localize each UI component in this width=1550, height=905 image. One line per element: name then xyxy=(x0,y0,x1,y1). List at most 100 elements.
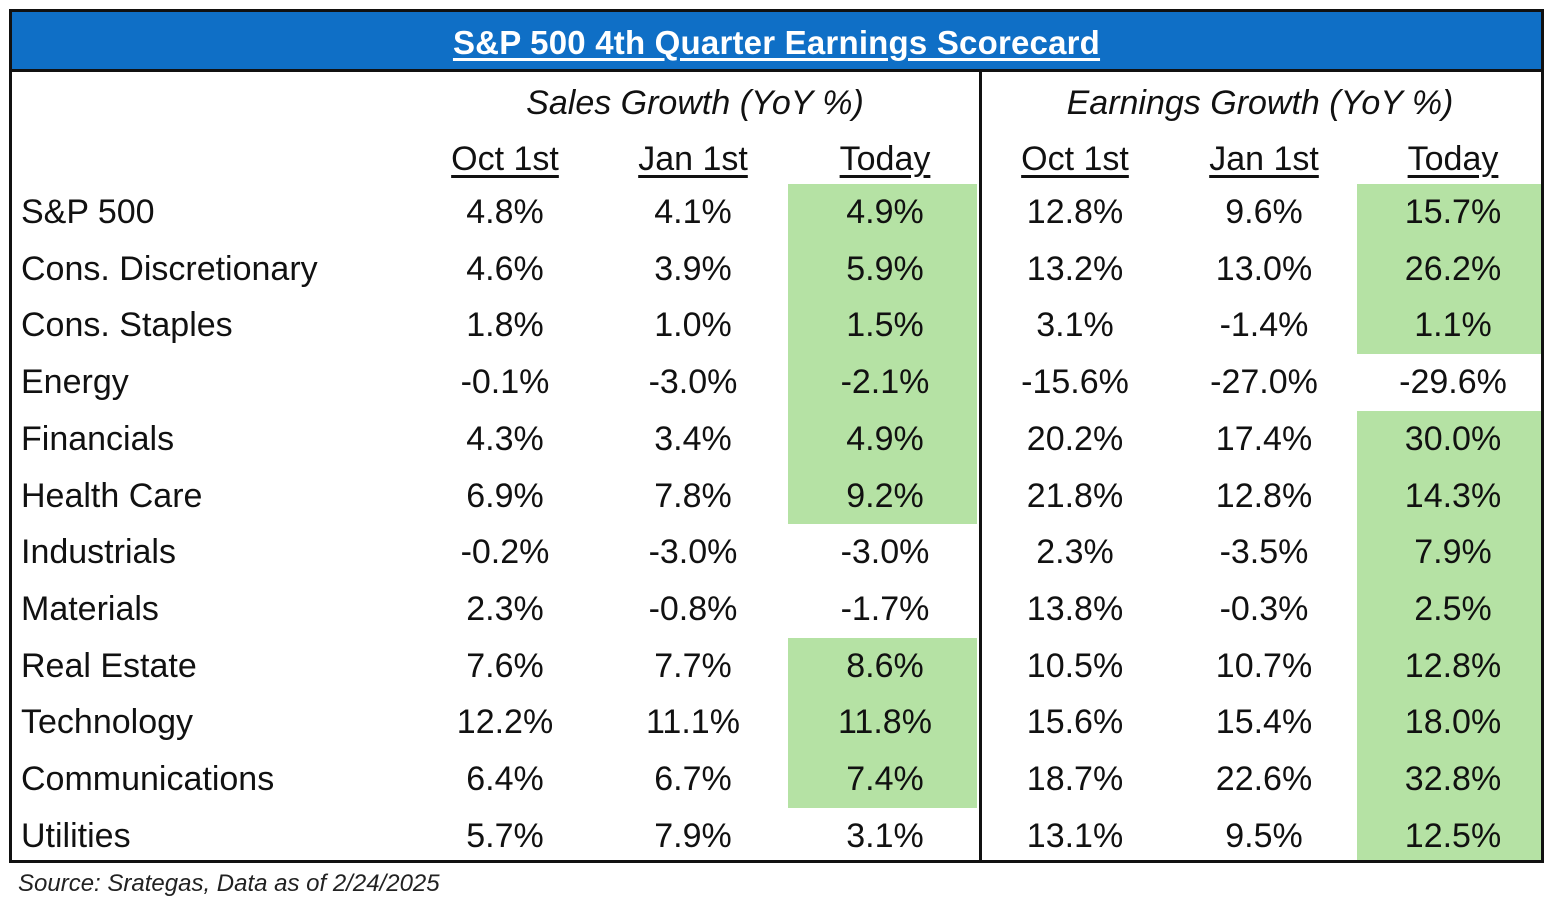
table-cell: 11.8% xyxy=(838,703,932,742)
table-cell: -29.6% xyxy=(1399,363,1507,402)
table-cell: 12.8% xyxy=(1026,193,1124,231)
table-cell: 5.7% xyxy=(466,816,544,855)
table-cell: 12.2% xyxy=(456,703,554,742)
table-cell: 7.4% xyxy=(846,760,924,798)
table-cell: 4.9% xyxy=(846,193,924,231)
column-header: Jan 1st xyxy=(638,140,748,178)
row-label: Energy xyxy=(21,363,129,402)
table-cell: 4.6% xyxy=(466,249,544,288)
table-cell: 13.0% xyxy=(1215,249,1313,288)
table-cell: -27.0% xyxy=(1210,363,1318,402)
table-cell: 11.1% xyxy=(646,703,740,742)
row-label: Health Care xyxy=(21,476,203,515)
table-cell: 26.2% xyxy=(1404,249,1502,288)
table-cell: 4.9% xyxy=(846,419,924,458)
table-cell: 15.4% xyxy=(1215,703,1313,742)
table-cell: 9.2% xyxy=(846,476,924,515)
table-cell: 13.1% xyxy=(1026,816,1124,855)
table-cell: 8.6% xyxy=(846,646,924,685)
table-cell: 5.9% xyxy=(846,249,924,288)
table-cell: 32.8% xyxy=(1404,760,1502,798)
table-cell: -3.0% xyxy=(840,533,930,572)
table-cell: 3.1% xyxy=(1036,306,1114,345)
table-cell: 9.5% xyxy=(1225,816,1303,855)
table-cell: -0.1% xyxy=(460,363,550,402)
table-cell: 1.8% xyxy=(466,306,544,345)
highlight-block xyxy=(788,184,977,525)
row-label: Industrials xyxy=(21,533,176,572)
table-cell: 2.3% xyxy=(1036,533,1114,572)
column-header: Today xyxy=(1407,140,1499,178)
table-cell: 2.3% xyxy=(466,589,544,628)
table-cell: 12.8% xyxy=(1404,646,1502,685)
title-bar: S&P 500 4th Quarter Earnings Scorecard xyxy=(12,12,1541,72)
column-header: Today xyxy=(839,140,931,178)
group-divider xyxy=(979,72,982,860)
table-cell: 9.6% xyxy=(1225,193,1303,231)
group-title-sales: Sales Growth (YoY %) xyxy=(526,84,864,122)
table-cell: 13.2% xyxy=(1026,249,1124,288)
row-label: Cons. Staples xyxy=(21,306,233,345)
source-note: Source: Srategas, Data as of 2/24/2025 xyxy=(18,870,440,897)
table-cell: 1.5% xyxy=(846,306,924,345)
table-cell: 6.7% xyxy=(654,760,732,798)
column-header: Jan 1st xyxy=(1209,140,1319,178)
table-cell: -3.0% xyxy=(648,363,738,402)
column-header: Oct 1st xyxy=(451,140,559,178)
row-label: Communications xyxy=(21,760,275,798)
table-cell: 12.5% xyxy=(1404,816,1502,855)
row-label: S&P 500 xyxy=(21,193,155,231)
table-cell: 7.9% xyxy=(654,816,732,855)
row-label: Technology xyxy=(21,703,194,742)
table-cell: 30.0% xyxy=(1404,419,1502,458)
table-cell: 6.4% xyxy=(466,760,544,798)
table-cell: 4.3% xyxy=(466,419,544,458)
table-cell: 1.1% xyxy=(1414,306,1492,345)
table-cell: -1.4% xyxy=(1219,306,1309,345)
table-cell: 10.7% xyxy=(1215,646,1313,685)
scorecard-table: S&P 500 4th Quarter Earnings Scorecard S… xyxy=(9,9,1544,863)
row-label: Materials xyxy=(21,589,159,628)
highlight-block xyxy=(788,637,977,808)
row-label: Cons. Discretionary xyxy=(21,249,318,288)
table-cell: 13.8% xyxy=(1026,589,1124,628)
table-title: S&P 500 4th Quarter Earnings Scorecard xyxy=(452,24,1101,61)
table-cell: -0.3% xyxy=(1219,589,1309,628)
table-cell: -0.2% xyxy=(460,533,550,572)
table-cell: 3.4% xyxy=(654,419,732,458)
table-cell: 14.3% xyxy=(1404,476,1502,515)
table-cell: 7.8% xyxy=(654,476,732,515)
table-cell: 4.8% xyxy=(466,193,544,231)
table-cell: -1.7% xyxy=(840,589,930,628)
table-cell: 15.7% xyxy=(1404,193,1502,231)
table-cell: 3.9% xyxy=(654,249,732,288)
group-title-earnings: Earnings Growth (YoY %) xyxy=(1066,84,1454,122)
table-cell: 1.0% xyxy=(654,306,732,345)
table-cell: 3.1% xyxy=(846,816,924,855)
table-cell: 22.6% xyxy=(1215,760,1313,798)
table-cell: 7.7% xyxy=(654,646,732,685)
table-cell: 21.8% xyxy=(1026,476,1124,515)
row-label: Financials xyxy=(21,419,175,458)
highlight-block xyxy=(1357,410,1541,860)
table-cell: 4.1% xyxy=(654,193,732,231)
table-cell: -0.8% xyxy=(648,589,738,628)
column-header: Oct 1st xyxy=(1021,140,1129,178)
table-cell: 10.5% xyxy=(1026,646,1124,685)
table-cell: -2.1% xyxy=(840,363,930,402)
table-cell: 6.9% xyxy=(466,476,544,515)
highlight-block xyxy=(1357,184,1541,355)
table-cell: -3.0% xyxy=(648,533,738,572)
table-cell: 18.0% xyxy=(1404,703,1502,742)
table-cell: 17.4% xyxy=(1215,419,1313,458)
table-cell: 2.5% xyxy=(1414,589,1492,628)
table-cell: 18.7% xyxy=(1026,760,1124,798)
table-cell: 20.2% xyxy=(1026,419,1124,458)
table-cell: 7.9% xyxy=(1414,533,1492,572)
table-cell: -3.5% xyxy=(1219,533,1309,572)
table-cell: 7.6% xyxy=(466,646,544,685)
table-cell: -15.6% xyxy=(1021,363,1129,402)
row-label: Real Estate xyxy=(21,646,197,685)
table-cell: 12.8% xyxy=(1215,476,1313,515)
table-cell: 15.6% xyxy=(1026,703,1124,742)
